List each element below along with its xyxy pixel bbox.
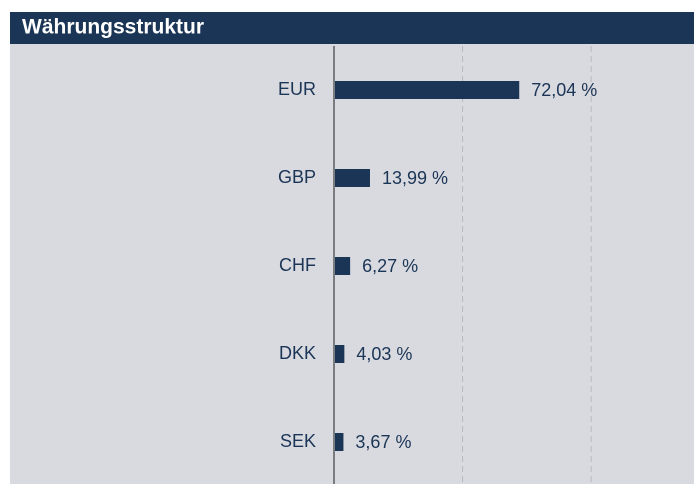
header-bar: [10, 12, 694, 44]
y-tick-label: GBP: [278, 167, 316, 187]
value-label: 13,99 %: [382, 168, 448, 188]
bar: [334, 169, 370, 187]
value-label: 4,03 %: [356, 344, 412, 364]
y-tick-label: DKK: [279, 343, 316, 363]
bar: [334, 257, 351, 275]
bar: [334, 433, 344, 451]
value-label: 6,27 %: [362, 256, 418, 276]
value-label: 72,04 %: [531, 80, 597, 100]
chart-title: Währungsstruktur: [22, 16, 204, 39]
y-tick-label: SEK: [280, 431, 316, 451]
bar: [334, 345, 345, 363]
bar: [334, 81, 520, 99]
y-tick-label: CHF: [279, 255, 316, 275]
y-tick-label: EUR: [278, 79, 316, 99]
value-label: 3,67 %: [355, 432, 411, 452]
plot-background: [10, 44, 694, 484]
